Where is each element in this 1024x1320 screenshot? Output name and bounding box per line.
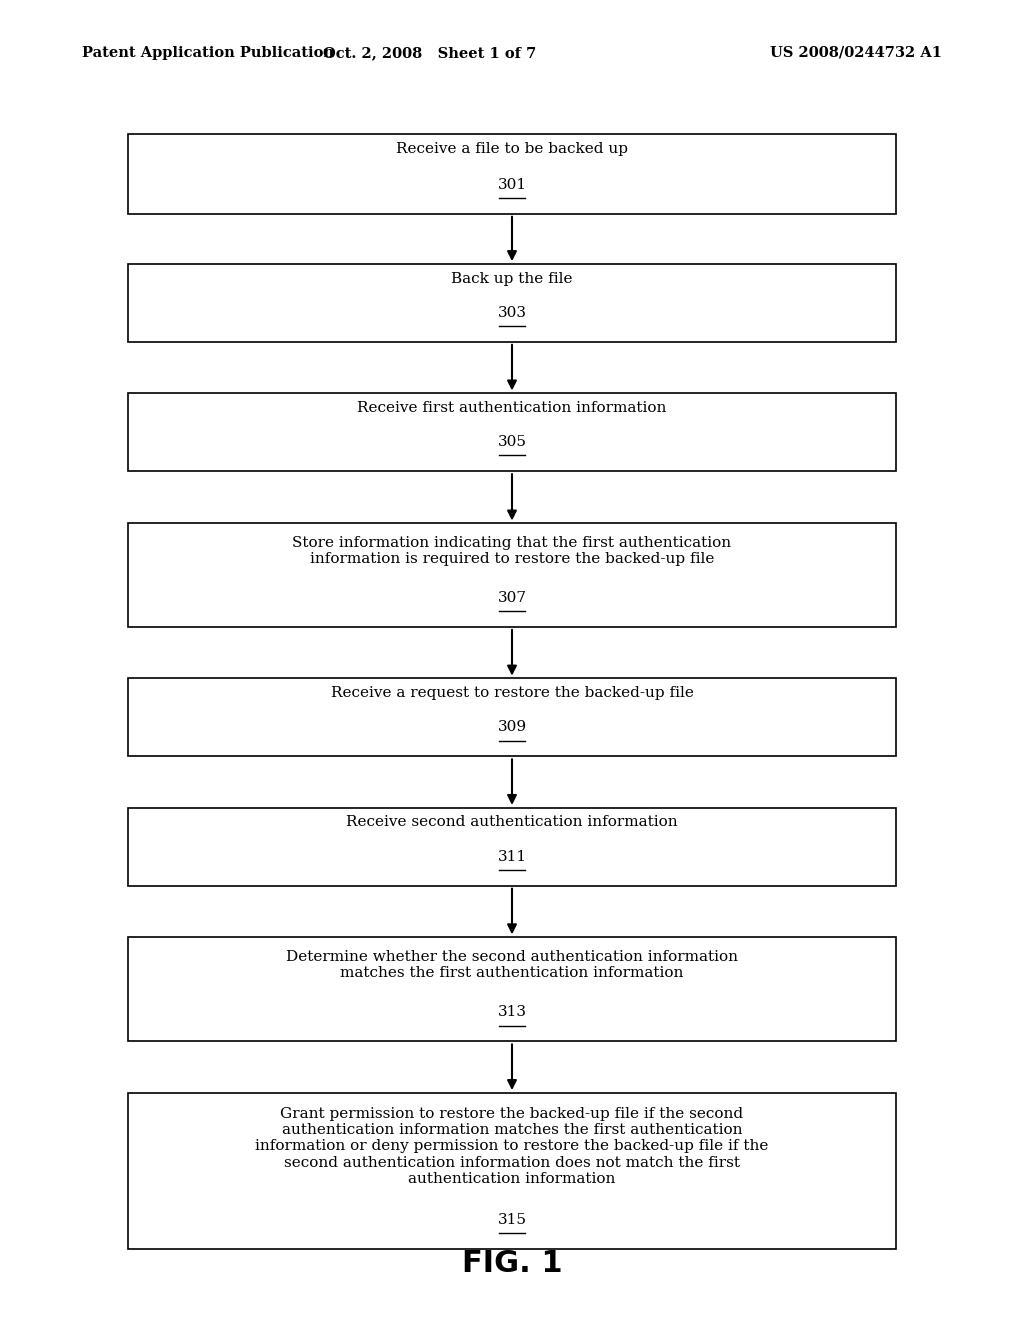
Bar bbox=[128, 135, 896, 214]
Bar bbox=[128, 937, 896, 1041]
Text: FIG. 1: FIG. 1 bbox=[462, 1249, 562, 1278]
Text: 303: 303 bbox=[498, 306, 526, 319]
Text: 315: 315 bbox=[498, 1213, 526, 1226]
Bar bbox=[128, 524, 896, 627]
Text: Receive first authentication information: Receive first authentication information bbox=[357, 401, 667, 414]
Text: US 2008/0244732 A1: US 2008/0244732 A1 bbox=[770, 46, 942, 59]
Text: Receive second authentication information: Receive second authentication informatio… bbox=[346, 816, 678, 829]
Bar bbox=[128, 393, 896, 471]
Text: 307: 307 bbox=[498, 591, 526, 605]
Text: Receive a file to be backed up: Receive a file to be backed up bbox=[396, 143, 628, 157]
Text: Back up the file: Back up the file bbox=[452, 272, 572, 285]
Text: Receive a request to restore the backed-up file: Receive a request to restore the backed-… bbox=[331, 686, 693, 700]
Text: Grant permission to restore the backed-up file if the second
authentication info: Grant permission to restore the backed-u… bbox=[255, 1107, 769, 1185]
Text: 309: 309 bbox=[498, 721, 526, 734]
Text: 311: 311 bbox=[498, 850, 526, 863]
Text: 313: 313 bbox=[498, 1006, 526, 1019]
Bar bbox=[128, 264, 896, 342]
Text: Patent Application Publication: Patent Application Publication bbox=[82, 46, 334, 59]
Text: Store information indicating that the first authentication
information is requir: Store information indicating that the fi… bbox=[293, 536, 731, 566]
Text: Determine whether the second authentication information
matches the first authen: Determine whether the second authenticat… bbox=[286, 950, 738, 979]
Text: 301: 301 bbox=[498, 178, 526, 191]
Bar bbox=[128, 1093, 896, 1249]
Bar bbox=[128, 678, 896, 756]
Text: 305: 305 bbox=[498, 436, 526, 449]
Text: Oct. 2, 2008   Sheet 1 of 7: Oct. 2, 2008 Sheet 1 of 7 bbox=[324, 46, 537, 59]
Bar bbox=[128, 808, 896, 886]
